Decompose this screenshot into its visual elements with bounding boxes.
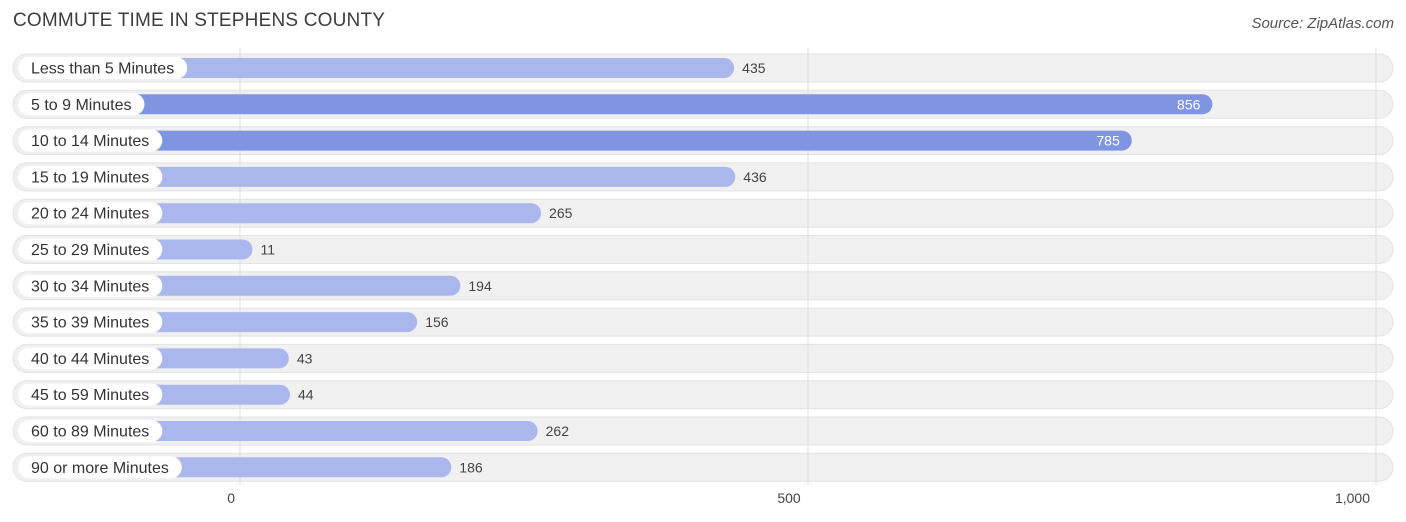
label-pill (18, 202, 163, 225)
row-track (12, 380, 1394, 410)
bar-1 (18, 94, 1213, 115)
category-label: 25 to 29 Minutes (31, 242, 149, 259)
value-label: 44 (298, 387, 314, 403)
value-label: 265 (549, 205, 573, 221)
label-pill (18, 456, 182, 479)
value-label: 43 (297, 350, 313, 366)
value-label: 785 (1096, 133, 1120, 149)
value-label: 856 (1177, 96, 1201, 112)
value-label: 436 (743, 169, 767, 185)
x-tick-label: 0 (227, 490, 235, 506)
value-label: 186 (459, 459, 483, 475)
value-label: 262 (546, 423, 570, 439)
label-pill (18, 383, 163, 406)
category-label: 45 to 59 Minutes (31, 387, 149, 404)
bar-3 (18, 166, 736, 187)
category-label: 30 to 34 Minutes (31, 278, 149, 295)
value-label: 194 (468, 278, 492, 294)
value-label: 156 (425, 314, 449, 330)
category-label: 35 to 39 Minutes (31, 315, 149, 332)
label-pill (18, 93, 145, 116)
category-label: 10 to 14 Minutes (31, 133, 149, 150)
label-pill (18, 347, 163, 370)
category-label: Less than 5 Minutes (31, 61, 174, 78)
value-label: 435 (742, 60, 766, 76)
label-pill (18, 311, 163, 334)
row-track (12, 235, 1394, 264)
row-track (12, 343, 1394, 373)
bar-2 (18, 130, 1132, 151)
label-pill (18, 274, 163, 297)
x-tick-label: 500 (777, 490, 801, 506)
label-pill (18, 57, 188, 79)
category-label: 40 to 44 Minutes (31, 351, 149, 368)
label-pill (18, 420, 163, 442)
source-note: Source: ZipAtlas.com (1251, 15, 1394, 32)
label-pill (18, 129, 163, 152)
category-label: 20 to 24 Minutes (31, 206, 149, 223)
category-label: 5 to 9 Minutes (31, 97, 132, 114)
category-label: 90 or more Minutes (31, 460, 169, 477)
bar-0 (18, 58, 735, 78)
chart-title: COMMUTE TIME IN STEPHENS COUNTY (13, 10, 386, 31)
x-tick-label: 1,000 (1335, 490, 1370, 506)
value-label: 11 (260, 242, 275, 258)
category-label: 15 to 19 Minutes (31, 169, 149, 186)
category-label: 60 to 89 Minutes (31, 424, 149, 441)
label-pill (18, 238, 163, 261)
label-pill (18, 165, 163, 188)
